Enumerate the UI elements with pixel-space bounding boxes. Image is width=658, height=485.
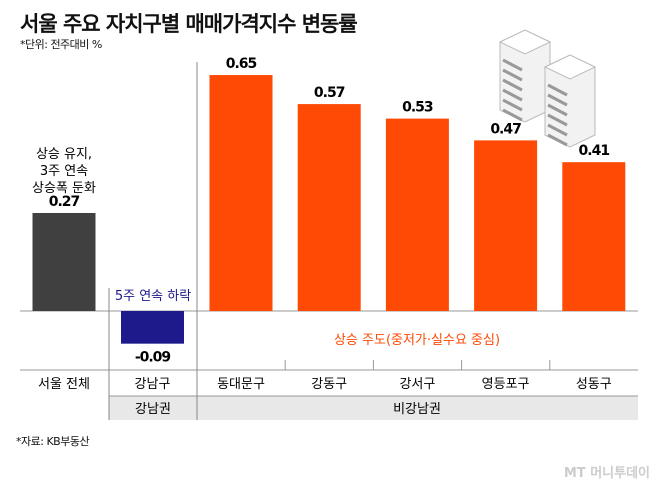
building-window-icon bbox=[502, 68, 523, 82]
building-window-icon bbox=[547, 133, 568, 147]
annotation-seoul: 상승 유지, bbox=[36, 147, 92, 162]
building-window-icon bbox=[547, 103, 568, 117]
building-window-icon bbox=[547, 113, 568, 127]
building-window-icon bbox=[547, 123, 568, 137]
building-window-icon bbox=[502, 78, 523, 92]
bar-서울 전체 bbox=[32, 212, 96, 311]
bar-성동구 bbox=[562, 162, 626, 311]
data-label: 0.41 bbox=[579, 143, 610, 159]
annotation-others: 상승 주도(중저가·실수요 중심) bbox=[334, 333, 500, 348]
bar-동대문구 bbox=[209, 75, 273, 311]
category-label: 서울 전체 bbox=[38, 377, 90, 392]
data-label: 0.65 bbox=[226, 56, 257, 72]
annotation-seoul: 3주 연속 bbox=[40, 164, 88, 179]
data-label: 0.27 bbox=[49, 194, 80, 210]
bar-강남구 bbox=[121, 311, 184, 344]
building-window-icon bbox=[547, 93, 568, 107]
chart-title: 서울 주요 자치구별 매매가격지수 변동률 bbox=[20, 12, 358, 36]
category-label: 영등포구 bbox=[482, 377, 530, 392]
data-label: -0.09 bbox=[135, 350, 171, 366]
group-label: 강남권 bbox=[135, 402, 171, 417]
category-label: 강남구 bbox=[135, 377, 171, 392]
bar-chart: 0.27 서울 전체 -0.09 강남구 0.65 동대문구 0.57 강동구 0.53 강서구 0… bbox=[20, 29, 638, 420]
group-label: 비강남권 bbox=[393, 402, 441, 417]
data-label: 0.53 bbox=[402, 100, 433, 116]
building-window-icon bbox=[502, 88, 523, 102]
building-window-icon bbox=[502, 58, 523, 72]
bar-강동구 bbox=[297, 104, 361, 311]
source-note: *자료: KB부동산 bbox=[16, 435, 90, 448]
building-roof-icon bbox=[498, 29, 552, 55]
data-label: 0.57 bbox=[314, 85, 345, 101]
building-window-icon bbox=[502, 98, 523, 112]
category-label: 동대문구 bbox=[217, 377, 265, 392]
group-row-background bbox=[109, 396, 638, 420]
building-window-icon bbox=[502, 108, 523, 122]
annotation-gangnam: 5주 연속 하락 bbox=[115, 289, 191, 304]
bar-영등포구 bbox=[474, 140, 538, 311]
unit-note: *단위: 전주대비 % bbox=[20, 38, 102, 51]
category-label: 강서구 bbox=[399, 377, 435, 392]
bar-강서구 bbox=[385, 118, 449, 311]
building-window-icon bbox=[547, 83, 568, 97]
watermark-logo: MT 머니투데이 bbox=[563, 466, 650, 481]
category-label: 성동구 bbox=[576, 377, 612, 392]
building-roof-icon bbox=[543, 54, 597, 80]
category-label: 강동구 bbox=[311, 377, 347, 392]
data-label: 0.47 bbox=[490, 121, 521, 137]
annotation-seoul: 상승폭 둔화 bbox=[32, 181, 96, 196]
